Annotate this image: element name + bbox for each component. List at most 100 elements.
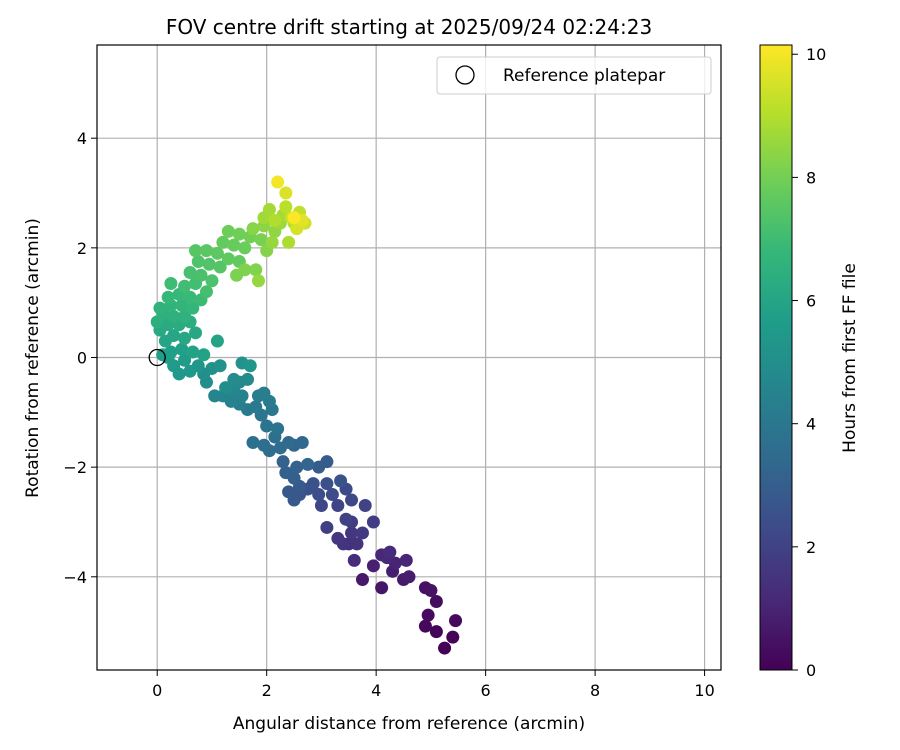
drift-point xyxy=(189,244,203,258)
drift-point xyxy=(273,441,287,455)
drift-point xyxy=(446,630,460,644)
drift-point xyxy=(279,200,293,214)
drift-point xyxy=(314,499,328,513)
drift-point xyxy=(429,625,443,639)
drift-point xyxy=(257,438,271,452)
drift-point xyxy=(208,389,222,403)
drift-point xyxy=(175,298,189,312)
drift-point xyxy=(221,252,235,266)
drift-point xyxy=(199,244,213,258)
drift-point xyxy=(164,276,178,290)
colorbar-ticks: 0 2 4 6 8 10 xyxy=(792,45,826,680)
drift-point xyxy=(350,537,364,551)
drift-point xyxy=(238,263,252,277)
drift-point xyxy=(199,285,213,299)
x-tick-label: 4 xyxy=(371,681,381,700)
colorbar-label: Hours from first FF file xyxy=(840,263,860,453)
legend-label: Reference platepar xyxy=(503,66,665,86)
drift-point xyxy=(355,573,369,587)
drift-point xyxy=(219,381,233,395)
drift-point xyxy=(421,608,435,622)
x-tick-label: 6 xyxy=(481,681,491,700)
drift-point xyxy=(271,422,285,436)
drift-point xyxy=(399,553,413,567)
drift-point xyxy=(189,326,203,340)
drift-point xyxy=(306,477,320,491)
y-axis-ticks: −4 −2 0 2 4 xyxy=(63,129,97,587)
drift-point xyxy=(331,499,345,513)
drift-point xyxy=(418,619,432,633)
drift-point xyxy=(375,581,389,595)
drift-point xyxy=(345,526,359,540)
drift-point xyxy=(161,290,175,304)
drift-point xyxy=(345,493,359,507)
drift-point xyxy=(153,301,167,315)
drift-point xyxy=(290,460,304,474)
drift-point xyxy=(383,545,397,559)
drift-point xyxy=(276,455,290,469)
drift-point xyxy=(320,455,334,469)
drift-point xyxy=(424,584,438,598)
drift-point xyxy=(339,512,353,526)
drift-point xyxy=(167,309,181,323)
reference-platepar-marker xyxy=(148,348,166,367)
drift-point xyxy=(358,499,372,513)
drift-point xyxy=(366,559,380,573)
scatter-points xyxy=(150,175,463,655)
drift-point xyxy=(249,263,263,277)
x-axis-ticks: 0 2 4 6 8 10 xyxy=(152,670,715,700)
chart-title: FOV centre drift starting at 2025/09/24 … xyxy=(166,15,652,39)
x-tick-label: 2 xyxy=(262,681,272,700)
drift-point xyxy=(320,477,334,491)
y-tick-label: 0 xyxy=(77,349,87,368)
drift-point xyxy=(325,488,339,502)
drift-point xyxy=(197,348,211,362)
drift-point xyxy=(164,345,178,359)
colorbar-gradient xyxy=(759,44,793,671)
drift-point xyxy=(178,309,192,323)
drift-point xyxy=(183,364,197,378)
drift-point xyxy=(402,570,416,584)
drift-point xyxy=(246,435,260,449)
colorbar-tick-label: 8 xyxy=(806,168,816,187)
drift-point xyxy=(216,235,230,249)
drift-point xyxy=(287,211,301,225)
drift-point xyxy=(271,175,285,189)
y-tick-label: −2 xyxy=(63,458,87,477)
drift-point xyxy=(227,238,241,252)
drift-point xyxy=(366,515,380,529)
drift-point xyxy=(449,614,463,628)
drift-point xyxy=(238,241,252,255)
drift-point xyxy=(183,290,197,304)
y-axis-label: Rotation from reference (arcmin) xyxy=(23,218,43,498)
drift-point xyxy=(183,266,197,280)
legend-marker-icon xyxy=(455,65,475,85)
x-tick-label: 8 xyxy=(590,681,600,700)
drift-point xyxy=(246,222,260,236)
drift-point xyxy=(254,233,268,247)
drift-point xyxy=(355,526,369,540)
colorbar-tick-label: 10 xyxy=(806,45,826,64)
x-axis-label: Angular distance from reference (arcmin) xyxy=(233,714,585,734)
y-tick-label: 4 xyxy=(77,129,87,148)
drift-point xyxy=(282,235,296,249)
legend: Reference platepar xyxy=(436,56,712,95)
drift-point xyxy=(178,331,192,345)
drift-point xyxy=(438,641,452,655)
x-tick-label: 0 xyxy=(152,681,162,700)
colorbar-tick-label: 4 xyxy=(806,415,816,434)
drift-point xyxy=(334,474,348,488)
drift-point xyxy=(232,227,246,241)
drift-point xyxy=(186,301,200,315)
x-tick-label: 10 xyxy=(694,681,714,700)
drift-point xyxy=(227,372,241,386)
drift-point xyxy=(268,213,282,227)
drift-point xyxy=(295,435,309,449)
drift-point xyxy=(257,386,271,400)
drift-point xyxy=(251,274,265,288)
drift-point xyxy=(202,257,216,271)
drift-point xyxy=(221,224,235,238)
y-tick-label: 2 xyxy=(77,239,87,258)
drift-point xyxy=(205,274,219,288)
